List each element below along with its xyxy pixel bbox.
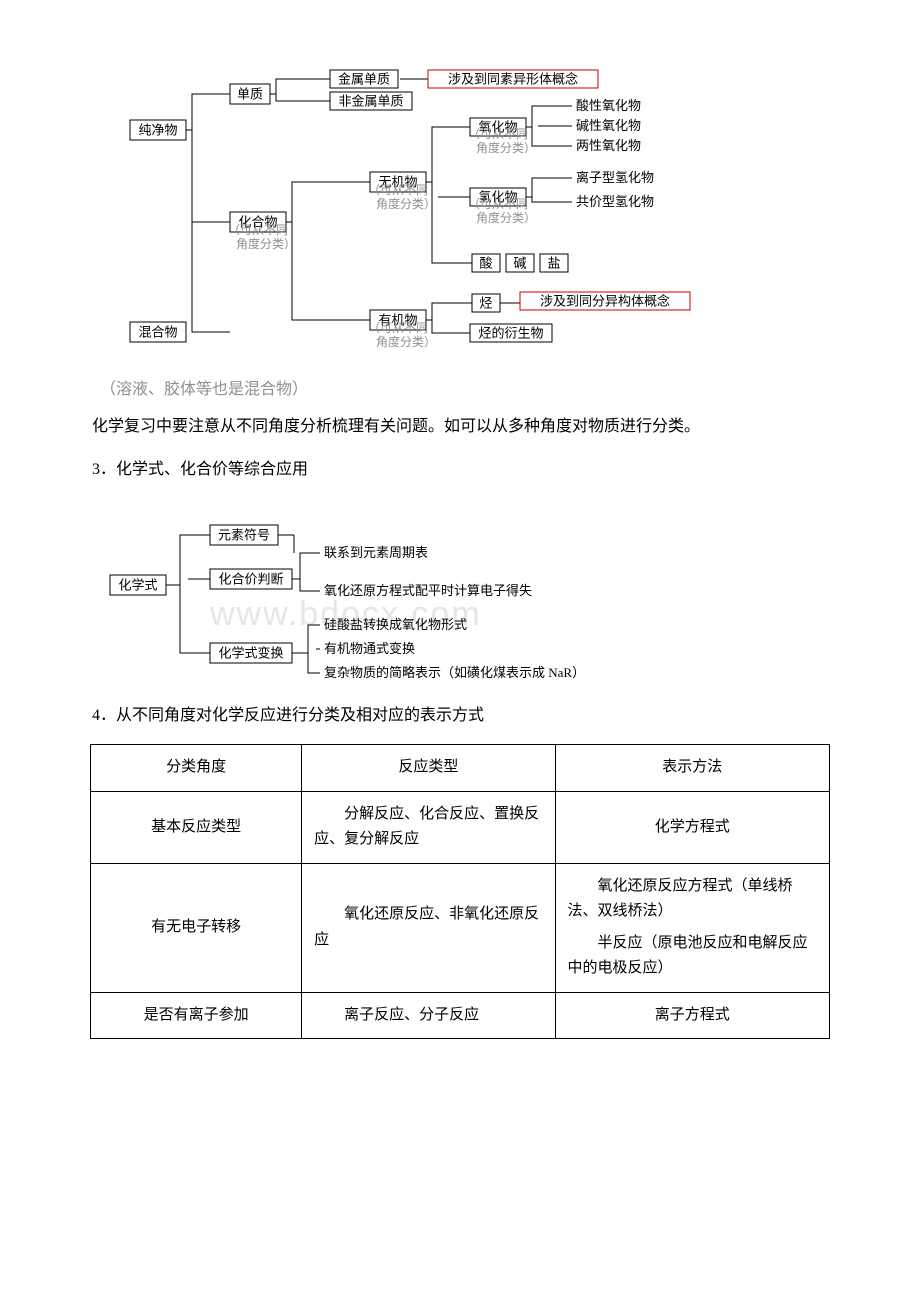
diagram1-caption: （溶液、胶体等也是混合物） <box>100 375 860 399</box>
svg-text:化学式变换: 化学式变换 <box>218 645 283 660</box>
cell: 离子反应、分子反应 <box>302 992 555 1039</box>
cell-line: 氧化还原反应方程式（单线桥法、双线桥法） <box>568 874 818 925</box>
svg-text:碱性氧化物: 碱性氧化物 <box>576 118 641 133</box>
svg-text:共价型氢化物: 共价型氢化物 <box>576 194 654 209</box>
cell-line: 半反应（原电池反应和电解反应中的电极反应） <box>568 931 818 982</box>
cell: 离子方程式 <box>555 992 830 1039</box>
diagram2-svg: 化学式 元素符号化合价判断化学式变换 联系到元素周期表氧化还原方程式配平时计算电子得… <box>100 505 660 685</box>
svg-text:角度分类）: 角度分类） <box>236 236 296 251</box>
cell: 是否有离子参加 <box>91 992 302 1039</box>
col-1-header: 分类角度 <box>91 745 302 792</box>
table-row: 基本反应类型 分解反应、化合反应、置换反应、复分解反应 化学方程式 <box>91 791 830 863</box>
table-row: 是否有离子参加 离子反应、分子反应 离子方程式 <box>91 992 830 1039</box>
paragraph-1: 化学复习中要注意从不同角度分析梳理有关问题。如可以从多种角度对物质进行分类。 <box>60 413 860 442</box>
svg-text:酸性氧化物: 酸性氧化物 <box>576 98 641 113</box>
svg-text:复杂物质的简略表示（如磺化煤表示成 NaR）: 复杂物质的简略表示（如磺化煤表示成 NaR） <box>324 665 585 680</box>
heading-3: 3．化学式、化合价等综合应用 <box>60 456 860 485</box>
svg-text:化学式: 化学式 <box>118 577 157 592</box>
table-header-row: 分类角度 反应类型 表示方法 <box>91 745 830 792</box>
diagram1-svg: 纯净物混合物单质化合物金属单质非金属单质无机物有机物氧化物氢化物酸碱盐烃烃的衍生… <box>100 60 720 360</box>
formula-diagram: www.bdocx.com 化学式元素符号化合价判断化学式变换联系到元素周期表氧… <box>100 505 860 690</box>
cell: 分解反应、化合反应、置换反应、复分解反应 <box>302 791 555 863</box>
svg-text:元素符号: 元素符号 <box>218 527 270 542</box>
svg-text:（可从不同: （可从不同 <box>368 183 428 197</box>
svg-text:（可从不同: （可从不同 <box>368 321 428 335</box>
svg-text:硅酸盐转换成氧化物形式: 硅酸盐转换成氧化物形式 <box>324 617 467 632</box>
svg-text:角度分类）: 角度分类） <box>376 334 436 349</box>
svg-text:盐: 盐 <box>547 256 560 271</box>
cell: 氧化还原反应方程式（单线桥法、双线桥法） 半反应（原电池反应和电解反应中的电极反… <box>555 863 830 992</box>
svg-text:两性氧化物: 两性氧化物 <box>576 138 641 153</box>
svg-text:纯净物: 纯净物 <box>138 123 177 138</box>
svg-text:碱: 碱 <box>513 256 526 271</box>
svg-text:（可从不同: （可从不同 <box>228 223 288 237</box>
svg-text:氧化还原方程式配平时计算电子得失: 氧化还原方程式配平时计算电子得失 <box>324 583 532 598</box>
svg-text:角度分类）: 角度分类） <box>376 196 436 211</box>
svg-text:有机物通式变换: 有机物通式变换 <box>324 641 415 656</box>
svg-text:离子型氢化物: 离子型氢化物 <box>576 170 654 185</box>
svg-text:（可从不同: （可从不同 <box>468 127 528 141</box>
svg-text:联系到元素周期表: 联系到元素周期表 <box>324 545 428 560</box>
reaction-table: 分类角度 反应类型 表示方法 基本反应类型 分解反应、化合反应、置换反应、复分解… <box>90 744 830 1039</box>
svg-text:金属单质: 金属单质 <box>338 72 390 87</box>
svg-text:烃的衍生物: 烃的衍生物 <box>478 326 543 341</box>
cell: 有无电子转移 <box>91 863 302 992</box>
svg-text:烃: 烃 <box>479 296 492 311</box>
svg-text:涉及到同素异形体概念: 涉及到同素异形体概念 <box>448 72 578 87</box>
cell: 基本反应类型 <box>91 791 302 863</box>
table-row: 有无电子转移 氧化还原反应、非氧化还原反应 氧化还原反应方程式（单线桥法、双线桥… <box>91 863 830 992</box>
svg-text:单质: 单质 <box>237 87 263 102</box>
col-3-header: 表示方法 <box>555 745 830 792</box>
cell: 氧化还原反应、非氧化还原反应 <box>302 863 555 992</box>
svg-text:涉及到同分异构体概念: 涉及到同分异构体概念 <box>540 294 670 309</box>
heading-4: 4．从不同角度对化学反应进行分类及相对应的表示方式 <box>60 702 860 731</box>
cell: 化学方程式 <box>555 791 830 863</box>
svg-text:化合价判断: 化合价判断 <box>218 571 283 586</box>
svg-text:酸: 酸 <box>479 256 492 271</box>
col-2-header: 反应类型 <box>302 745 555 792</box>
svg-text:混合物: 混合物 <box>138 325 177 340</box>
classification-diagram: 纯净物混合物单质化合物金属单质非金属单质无机物有机物氧化物氢化物酸碱盐烃烃的衍生… <box>100 60 860 365</box>
svg-text:角度分类）: 角度分类） <box>476 210 536 225</box>
svg-text:非金属单质: 非金属单质 <box>338 94 403 109</box>
svg-text:角度分类）: 角度分类） <box>476 140 536 155</box>
svg-text:（可从不同: （可从不同 <box>468 197 528 211</box>
